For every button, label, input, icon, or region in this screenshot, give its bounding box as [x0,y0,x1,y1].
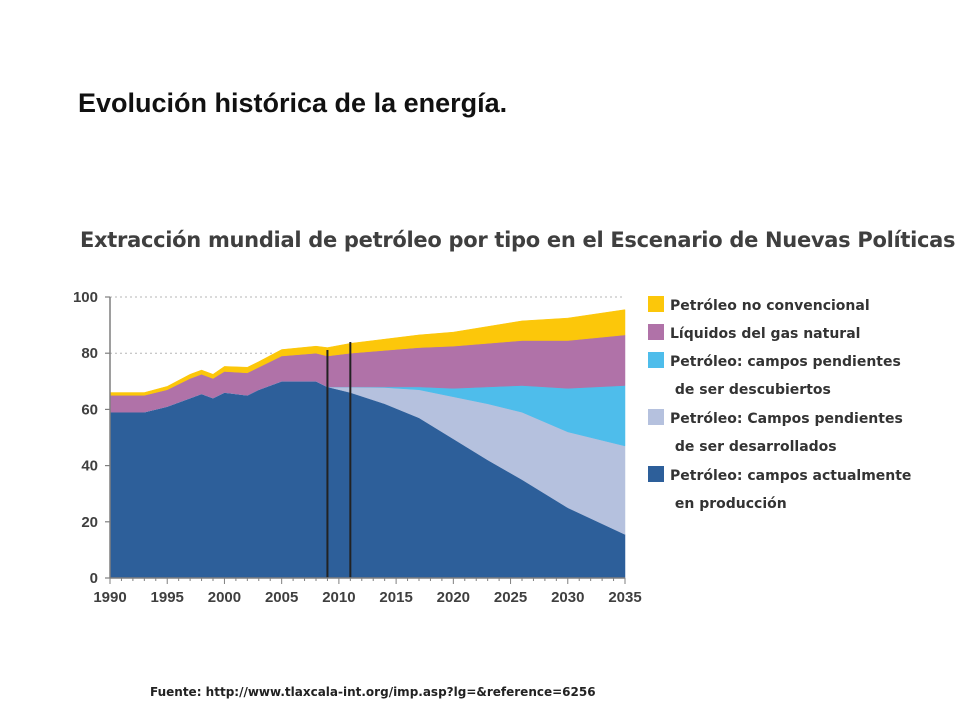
legend-label-2: Petróleo: campos pendientes de ser descu… [670,354,901,398]
y-tick-label-20: 20 [81,514,98,531]
page-title: Evolución histórica de la energía. [78,88,508,118]
x-tick-label-2015: 2015 [379,589,412,606]
y-tick-label-80: 80 [81,345,98,362]
vertical-markers [326,342,352,578]
legend-swatch-1 [648,324,664,340]
x-tick-label-2005: 2005 [265,589,298,606]
x-tick-label-2030: 2030 [551,589,584,606]
area-series-group [109,309,626,579]
x-tick-label-2035: 2035 [608,589,641,606]
y-tick-label-60: 60 [81,401,98,418]
x-tick-label-1990: 1990 [93,589,126,606]
legend-swatch-2 [648,352,664,368]
source-citation: Fuente: http://www.tlaxcala-int.org/imp.… [150,685,596,699]
legend-swatch-0 [648,296,664,312]
area-series-4 [109,309,626,396]
legend-swatch-3 [648,409,664,425]
legend-label-3: Petróleo: Campos pendientes de ser desar… [670,411,903,455]
y-tick-label-0: 0 [90,570,98,587]
y-tick-label-100: 100 [73,289,98,306]
chart-title: Extracción mundial de petróleo por tipo … [80,228,956,252]
axes: 0 20 40 60 80 100 1990 1995 2000 2005 2010 2015 2020… [73,289,642,606]
legend-label-4: Petróleo: campos actualmente en producci… [670,468,912,512]
x-tick-label-2025: 2025 [494,589,527,606]
x-tick-label-1995: 1995 [151,589,184,606]
x-tick-label-2000: 2000 [208,589,241,606]
legend-label-1: Líquidos del gas natural [670,326,861,342]
legend-label-0: Petróleo no convencional [670,298,870,314]
x-tick-label-2010: 2010 [322,589,355,606]
x-tick-label-2020: 2020 [437,589,470,606]
y-tick-label-40: 40 [81,458,98,475]
legend-swatch-4 [648,466,664,482]
